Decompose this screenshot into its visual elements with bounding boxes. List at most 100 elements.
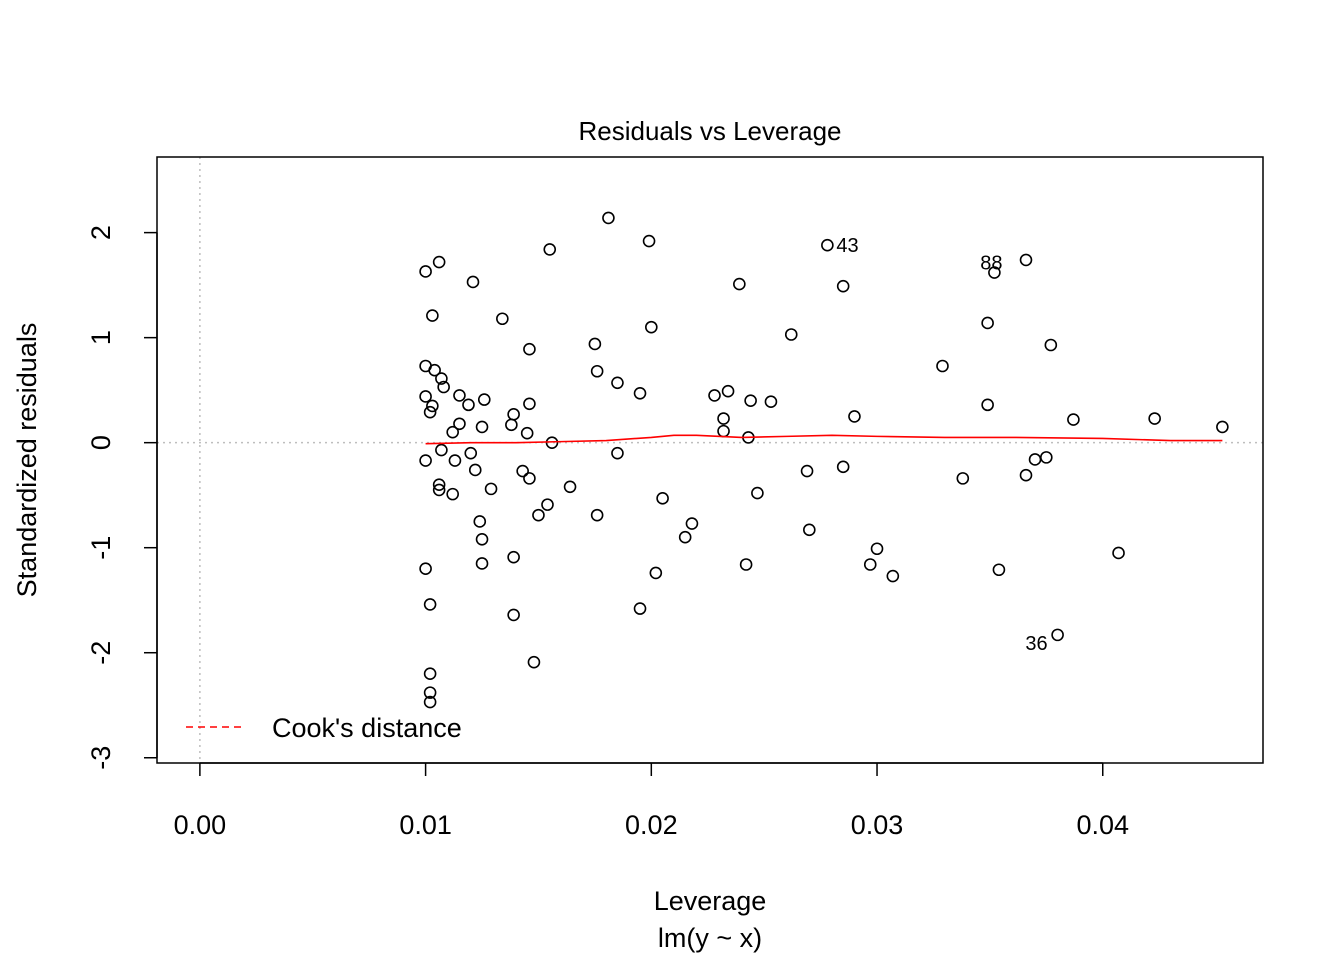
data-point (419, 562, 432, 576)
data-point (800, 464, 814, 478)
data-point (848, 410, 861, 423)
data-point (590, 364, 604, 378)
data-point (751, 486, 764, 500)
data-point (468, 463, 482, 477)
x-tick-label: 0.03 (851, 810, 904, 840)
data-point (870, 542, 884, 556)
x-tick-label: 0.04 (1076, 810, 1129, 840)
data-point (432, 483, 446, 497)
data-point (527, 655, 541, 669)
data-point (981, 398, 994, 412)
data-point (423, 695, 437, 709)
data-point (685, 517, 699, 530)
data-point (611, 446, 624, 460)
data-point (717, 412, 730, 425)
data-point (423, 667, 437, 681)
data-point (1044, 338, 1058, 352)
data-point (1216, 420, 1229, 434)
data-point (475, 557, 489, 570)
model-subtitle: lm(y ~ x) (658, 923, 762, 953)
x-tick-label: 0.00 (174, 810, 227, 840)
data-point (764, 395, 778, 409)
data-point (419, 390, 432, 403)
data-point (1040, 451, 1053, 464)
y-tick-label: -1 (86, 536, 116, 560)
data-point (803, 523, 816, 537)
data-point (602, 211, 615, 225)
data-point (475, 420, 489, 434)
data-point (543, 243, 557, 256)
data-point (649, 566, 663, 580)
data-point (708, 389, 721, 402)
smoother-line (425, 434, 1223, 445)
point-label: 36 (1025, 633, 1047, 655)
data-point (523, 472, 536, 485)
data-point (532, 508, 545, 522)
plot-frame (156, 156, 1264, 764)
data-point (462, 398, 475, 412)
y-tick-label: -2 (86, 641, 116, 665)
data-point (423, 405, 437, 419)
data-point (523, 342, 536, 356)
data-point (1019, 253, 1033, 267)
data-point (523, 397, 536, 411)
data-point (992, 563, 1006, 577)
data-point (863, 558, 877, 571)
data-point (611, 376, 624, 390)
data-point (1112, 546, 1125, 560)
data-point (432, 478, 446, 491)
data-point (733, 277, 746, 291)
data-point (423, 598, 437, 611)
data-point (475, 532, 489, 546)
y-axis-label: Standardized residuals (12, 323, 42, 598)
data-point (473, 515, 487, 528)
data-point (446, 487, 459, 501)
legend: Cook's distance (186, 713, 462, 743)
data-point (836, 460, 850, 474)
chart-title: Residuals vs Leverage (578, 116, 841, 146)
data-point (426, 399, 439, 413)
data-point (435, 372, 448, 385)
data-point (428, 363, 441, 377)
data-point (656, 492, 669, 505)
data-points (419, 211, 1229, 709)
data-point (1019, 468, 1033, 482)
data-point (588, 337, 602, 351)
data-point (505, 418, 518, 432)
y-tick-label: 0 (86, 435, 116, 450)
data-point (784, 328, 798, 341)
data-point (507, 550, 520, 564)
x-axis-label: Leverage (654, 886, 767, 916)
data-point (981, 316, 994, 330)
y-axis: 2 1 0 -1 -2 -3 (86, 225, 158, 770)
data-point (507, 408, 520, 421)
data-point (477, 393, 491, 406)
data-point (496, 312, 509, 326)
data-point (821, 238, 834, 252)
data-point (516, 464, 529, 478)
data-point (1051, 628, 1064, 642)
data-point (448, 454, 462, 467)
point-label: 43 (836, 235, 858, 257)
data-point (484, 482, 498, 496)
data-point (466, 275, 480, 289)
legend-label-cooks-distance: Cook's distance (272, 713, 462, 743)
data-point (1148, 412, 1161, 425)
data-point (590, 508, 604, 522)
data-point (563, 480, 577, 494)
data-point (936, 359, 949, 373)
data-point (446, 425, 459, 439)
point-label: 88 (980, 253, 1002, 275)
point-labels: 43 88 36 (836, 235, 1047, 655)
data-point (453, 417, 466, 431)
data-point (520, 426, 534, 440)
data-point (437, 380, 450, 394)
x-tick-label: 0.01 (399, 810, 452, 840)
data-point (541, 498, 554, 511)
data-point (419, 454, 432, 467)
x-axis: 0.00 0.01 0.02 0.03 0.04 (174, 762, 1129, 840)
y-tick-label: 1 (86, 330, 116, 345)
data-point (453, 389, 466, 402)
data-point (721, 384, 735, 398)
